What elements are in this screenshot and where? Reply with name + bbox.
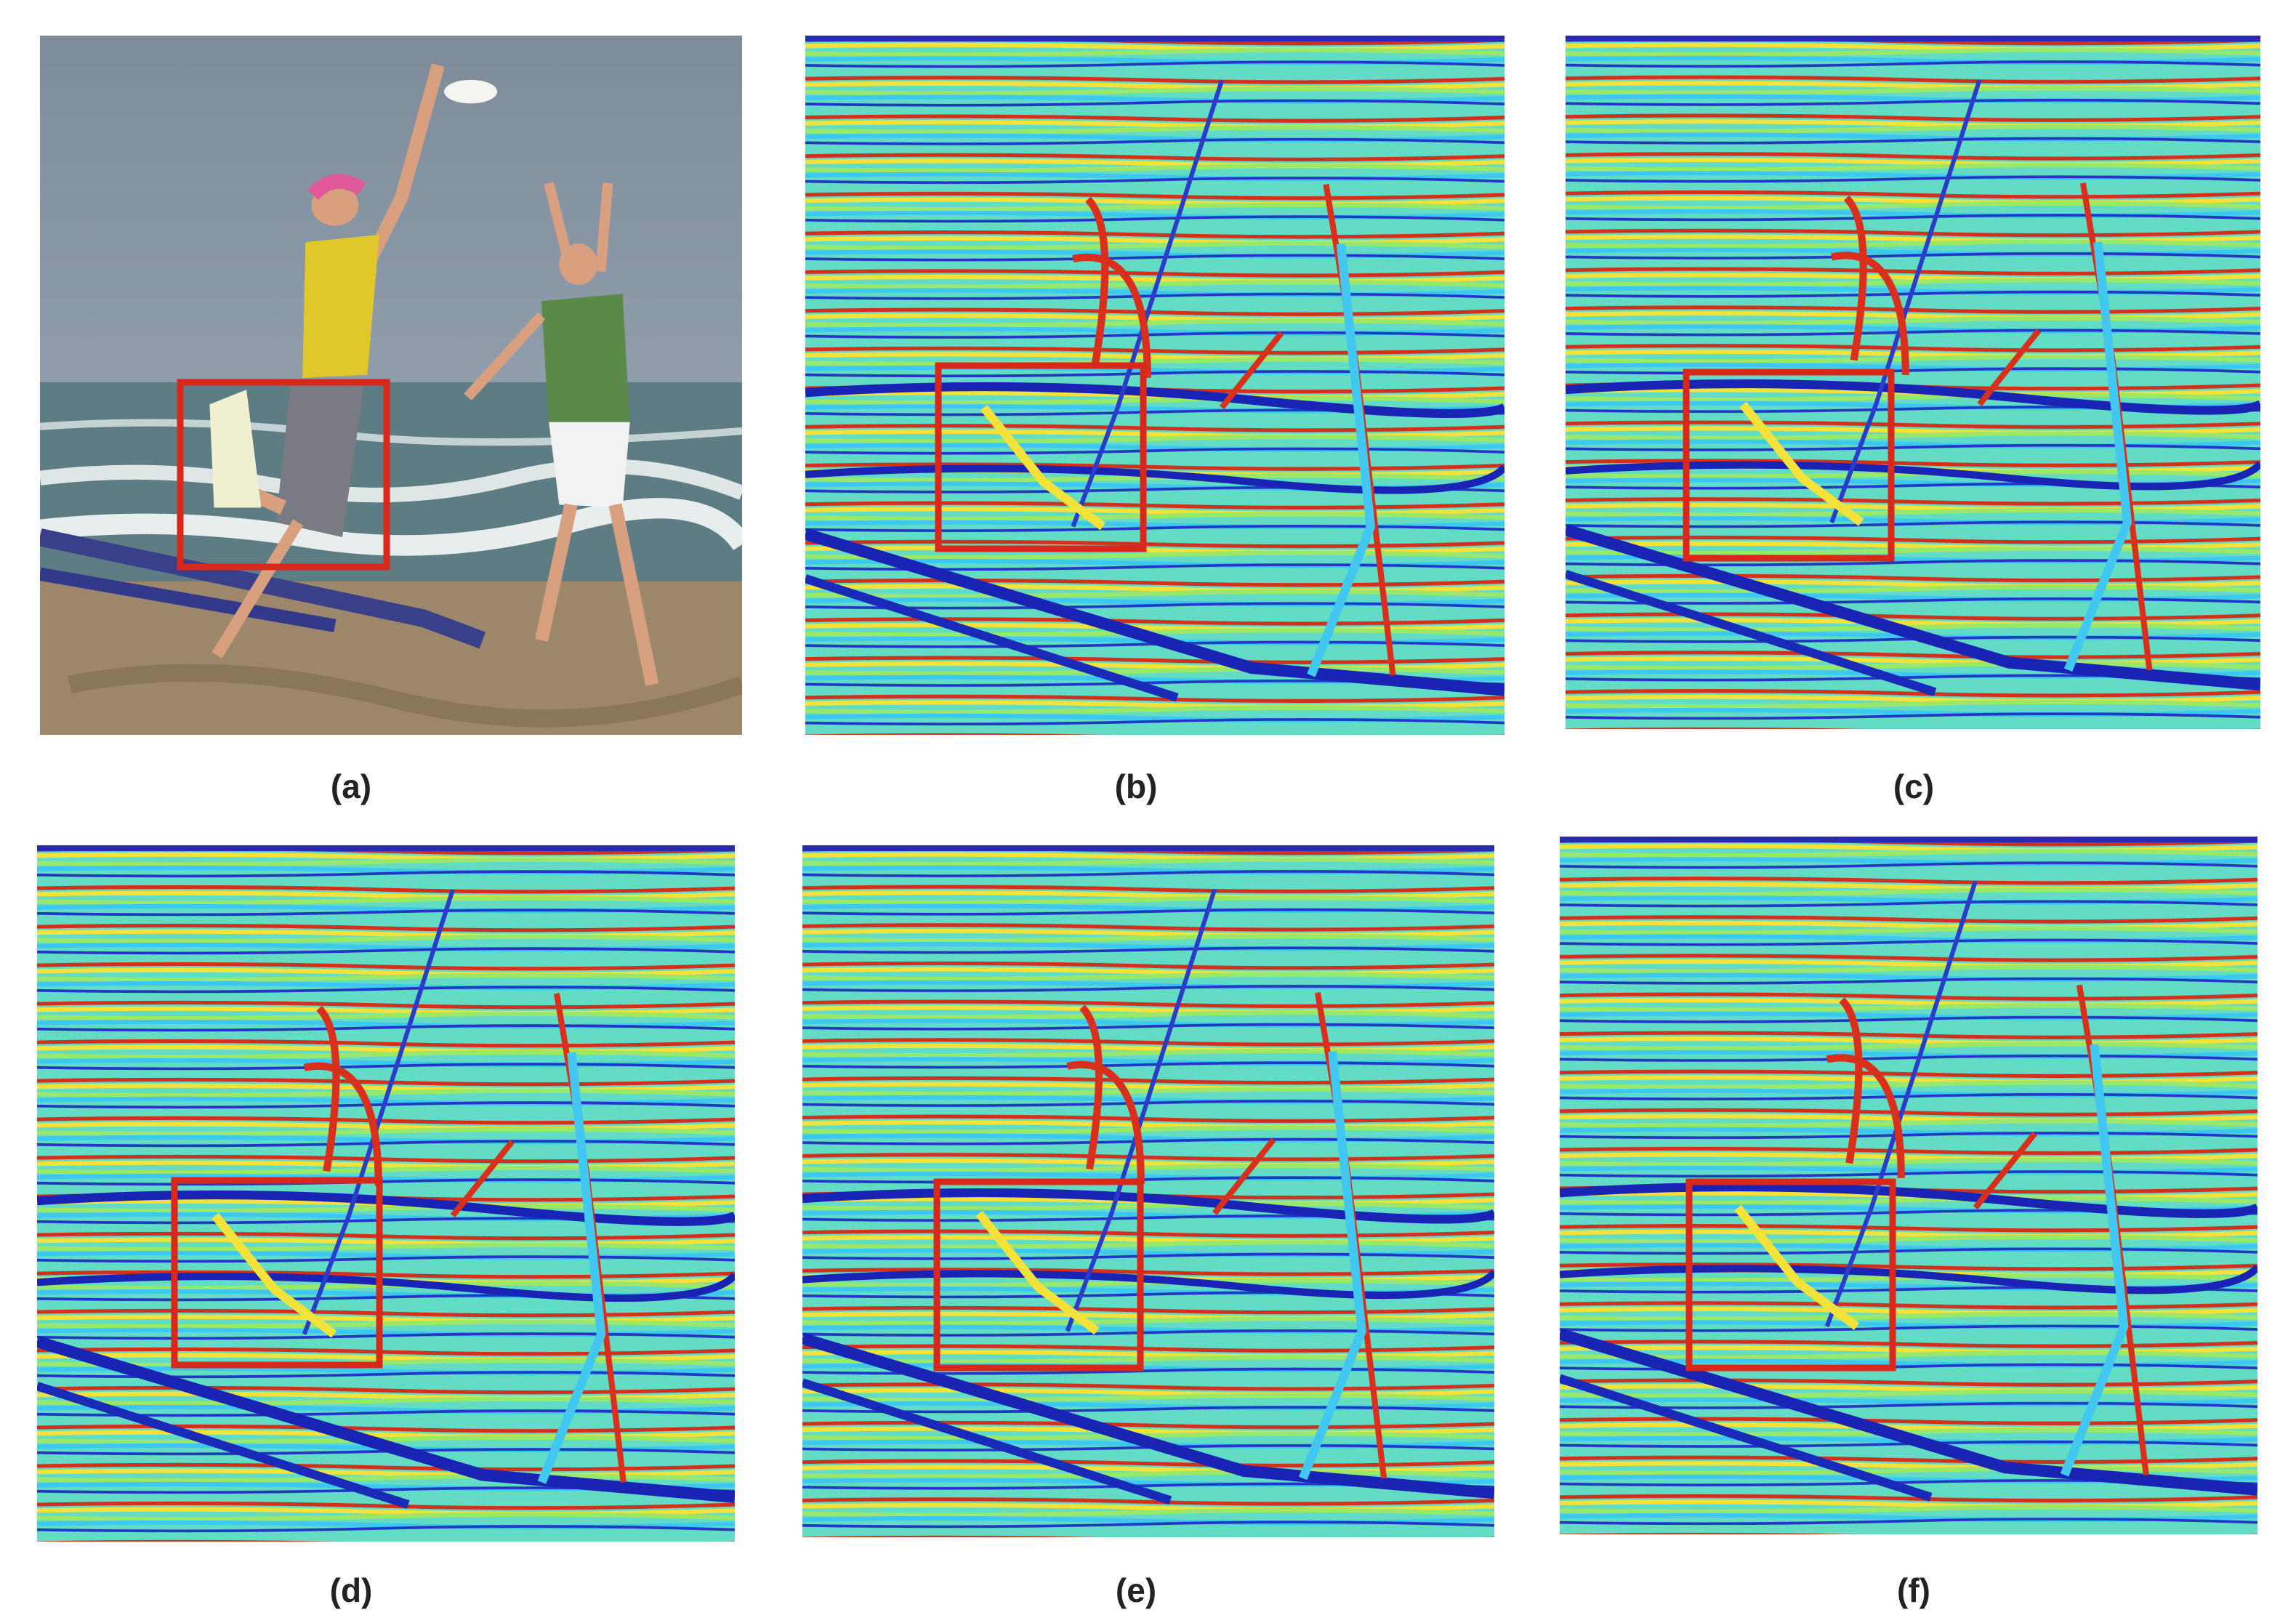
input-photo (40, 36, 742, 735)
panel-label: (d) (330, 1571, 373, 1609)
highlight-box (177, 379, 390, 571)
highlight-box (1683, 368, 1895, 562)
panel-label: (f) (1897, 1571, 1930, 1609)
heatmap (1560, 837, 2257, 1534)
heatmap (37, 845, 735, 1542)
panel-label: (c) (1893, 768, 1934, 805)
highlight-box (1685, 1178, 1896, 1372)
panel-label: (a) (331, 768, 371, 805)
highlight-box (933, 1178, 1144, 1372)
panel-label: (b) (1115, 768, 1158, 805)
panel-label: (e) (1116, 1571, 1156, 1609)
heatmap (802, 845, 1494, 1537)
highlight-box (935, 362, 1147, 552)
heatmap (1566, 36, 2260, 729)
heatmap (805, 36, 1505, 735)
highlight-box (171, 1177, 383, 1369)
